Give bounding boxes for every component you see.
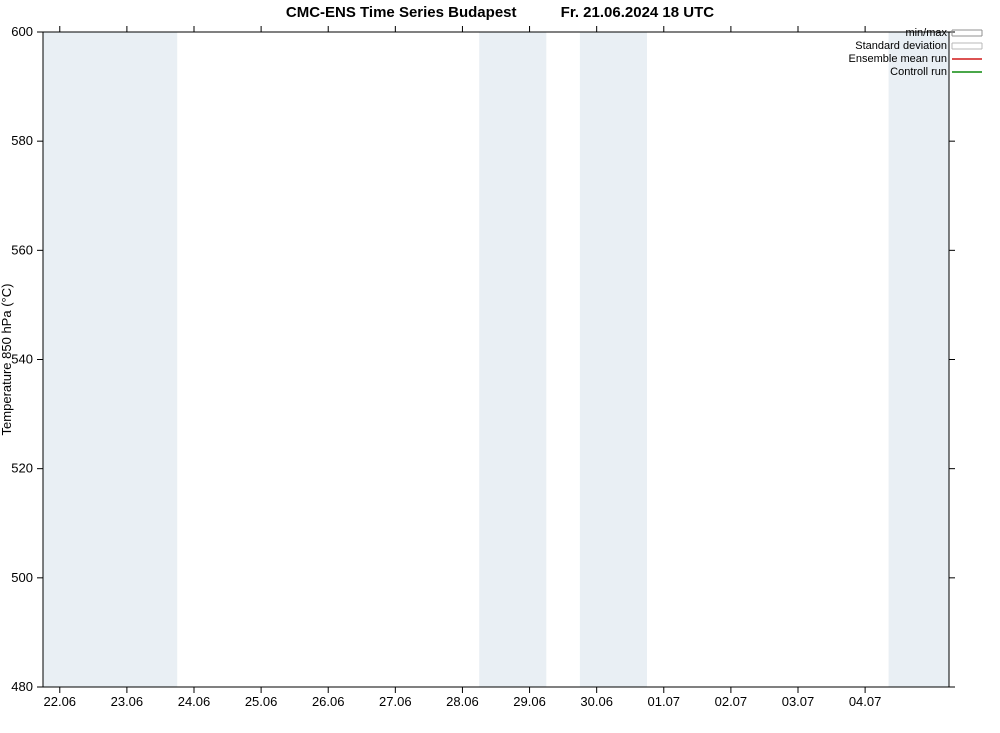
x-tick-label: 22.06 <box>44 694 77 709</box>
x-tick-label: 30.06 <box>580 694 613 709</box>
legend-label: Ensemble mean run <box>849 53 947 65</box>
x-tick-label: 26.06 <box>312 694 345 709</box>
y-tick-label: 520 <box>11 461 33 476</box>
y-tick-label: 580 <box>11 133 33 148</box>
x-tick-label: 03.07 <box>782 694 815 709</box>
chart-svg: 480 500 520 540 560 580 600 22.06 23.06 24.06 25.0… <box>0 0 1000 733</box>
y-tick-label: 540 <box>11 352 33 367</box>
x-tick-label: 01.07 <box>648 694 681 709</box>
y-tick-label: 600 <box>11 24 33 39</box>
x-tick-label: 02.07 <box>715 694 748 709</box>
y-tick-label: 480 <box>11 679 33 694</box>
legend-label: Controll run <box>890 66 947 78</box>
x-tick-label: 24.06 <box>178 694 211 709</box>
x-tick-label: 04.07 <box>849 694 882 709</box>
x-tick-label: 28.06 <box>446 694 479 709</box>
legend-label: Standard deviation <box>855 40 947 52</box>
x-tick-label: 27.06 <box>379 694 412 709</box>
x-tick-label: 29.06 <box>513 694 546 709</box>
x-tick-label: 23.06 <box>111 694 144 709</box>
legend-label: min/max <box>905 27 947 39</box>
chart-container: CMC-ENS Time Series Budapest Fr. 21.06.2… <box>0 0 1000 733</box>
shaded-band <box>479 32 546 687</box>
y-tick-label: 560 <box>11 242 33 257</box>
shaded-band <box>889 32 949 687</box>
shaded-band <box>43 32 177 687</box>
x-tick-label: 25.06 <box>245 694 278 709</box>
y-tick-label: 500 <box>11 570 33 585</box>
y-axis-label: Temperature 850 hPa (°C) <box>0 284 14 436</box>
shaded-band <box>580 32 647 687</box>
